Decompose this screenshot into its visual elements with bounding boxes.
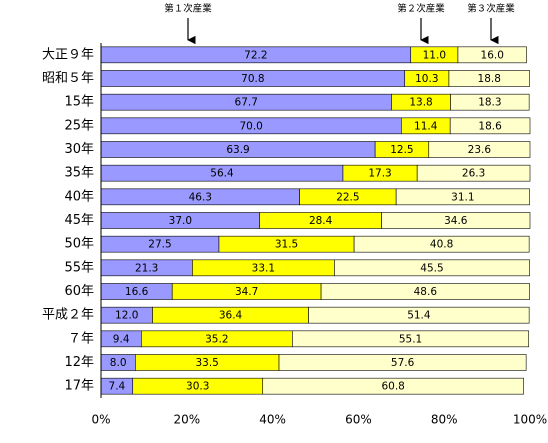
category-label: 40年 — [64, 189, 94, 204]
value-label: 35.2 — [205, 333, 228, 345]
legend-label: 第２次産業 — [397, 3, 445, 15]
category-label: 50年 — [64, 237, 94, 252]
category-label: 60年 — [64, 284, 94, 299]
value-label: 13.8 — [409, 97, 432, 109]
value-label: 31.1 — [451, 191, 474, 203]
category-label: 大正９年 — [42, 47, 94, 62]
bar-segment — [292, 330, 530, 348]
bar-segment — [278, 354, 527, 371]
value-label: 72.2 — [244, 49, 267, 61]
value-label: 12.0 — [115, 310, 138, 322]
category-label: 17年 — [64, 379, 94, 394]
value-label: 57.6 — [391, 357, 415, 369]
x-tick-label: 80% — [431, 413, 458, 427]
value-label: 70.0 — [239, 120, 262, 132]
value-label: 21.3 — [135, 262, 158, 274]
value-label: 36.4 — [219, 310, 243, 322]
value-label: 10.3 — [415, 73, 438, 85]
x-tick-label: 60% — [345, 413, 372, 427]
value-label: 40.8 — [430, 239, 453, 251]
value-label: 67.7 — [235, 97, 258, 109]
value-label: 26.3 — [462, 168, 485, 180]
value-label: 16.6 — [125, 286, 149, 298]
value-label: 60.8 — [381, 381, 404, 393]
category-label: 35年 — [64, 166, 94, 181]
value-label: 8.0 — [110, 357, 127, 369]
bar-segment — [308, 306, 530, 324]
value-label: 11.0 — [423, 49, 446, 61]
value-label: 23.6 — [468, 144, 492, 156]
bar-segment — [457, 46, 527, 64]
category-label: 30年 — [64, 142, 94, 157]
bar-segment — [381, 212, 531, 229]
category-label: 12年 — [64, 355, 94, 370]
bar-segment — [353, 235, 530, 253]
x-tick-label: 40% — [259, 413, 286, 427]
bar-segment — [449, 117, 531, 135]
value-label: 30.3 — [186, 381, 209, 393]
value-label: 37.0 — [169, 215, 192, 227]
x-tick-label: 0% — [91, 413, 110, 427]
value-label: 16.0 — [481, 49, 504, 61]
value-label: 12.5 — [390, 144, 413, 156]
value-label: 63.9 — [226, 144, 249, 156]
category-label: 45年 — [64, 213, 94, 228]
bar-segment — [428, 141, 531, 158]
bar-segment — [262, 377, 524, 395]
value-label: 11.4 — [414, 120, 438, 132]
category-label: 平成２年 — [42, 308, 94, 323]
value-label: 45.5 — [420, 262, 443, 274]
category-label: 55年 — [64, 260, 94, 275]
value-label: 46.3 — [189, 191, 212, 203]
bar-segment — [320, 283, 530, 300]
bar-segment — [450, 93, 530, 111]
value-label: 27.5 — [148, 239, 171, 251]
value-label: 70.8 — [241, 73, 264, 85]
value-label: 56.4 — [210, 168, 234, 180]
value-label: 9.4 — [113, 333, 130, 345]
value-label: 34.6 — [444, 215, 468, 227]
legend-label: 第１次産業 — [164, 3, 212, 15]
value-label: 17.3 — [368, 168, 391, 180]
value-label: 33.5 — [195, 357, 218, 369]
bar-segment — [448, 70, 530, 87]
value-label: 34.7 — [235, 286, 258, 298]
category-label: 15年 — [64, 95, 94, 110]
legend-label: 第３次産業 — [467, 3, 515, 15]
value-label: 22.5 — [336, 191, 359, 203]
value-label: 48.6 — [414, 286, 438, 298]
value-label: 31.5 — [275, 239, 298, 251]
x-tick-label: 100% — [513, 413, 547, 427]
value-label: 51.4 — [407, 310, 431, 322]
bar-segment — [416, 164, 531, 182]
category-label: ７年 — [68, 331, 94, 346]
value-label: 7.4 — [109, 381, 126, 393]
value-label: 28.4 — [309, 215, 333, 227]
value-label: 18.3 — [478, 97, 501, 109]
value-label: 18.6 — [478, 120, 502, 132]
category-label: 25年 — [64, 118, 94, 133]
value-label: 55.1 — [399, 333, 422, 345]
value-label: 18.8 — [478, 73, 501, 85]
bar-segment — [334, 259, 530, 277]
category-label: 昭和５年 — [42, 71, 94, 86]
value-label: 33.1 — [252, 262, 275, 274]
bar-segment — [395, 188, 530, 206]
x-tick-label: 20% — [173, 413, 200, 427]
